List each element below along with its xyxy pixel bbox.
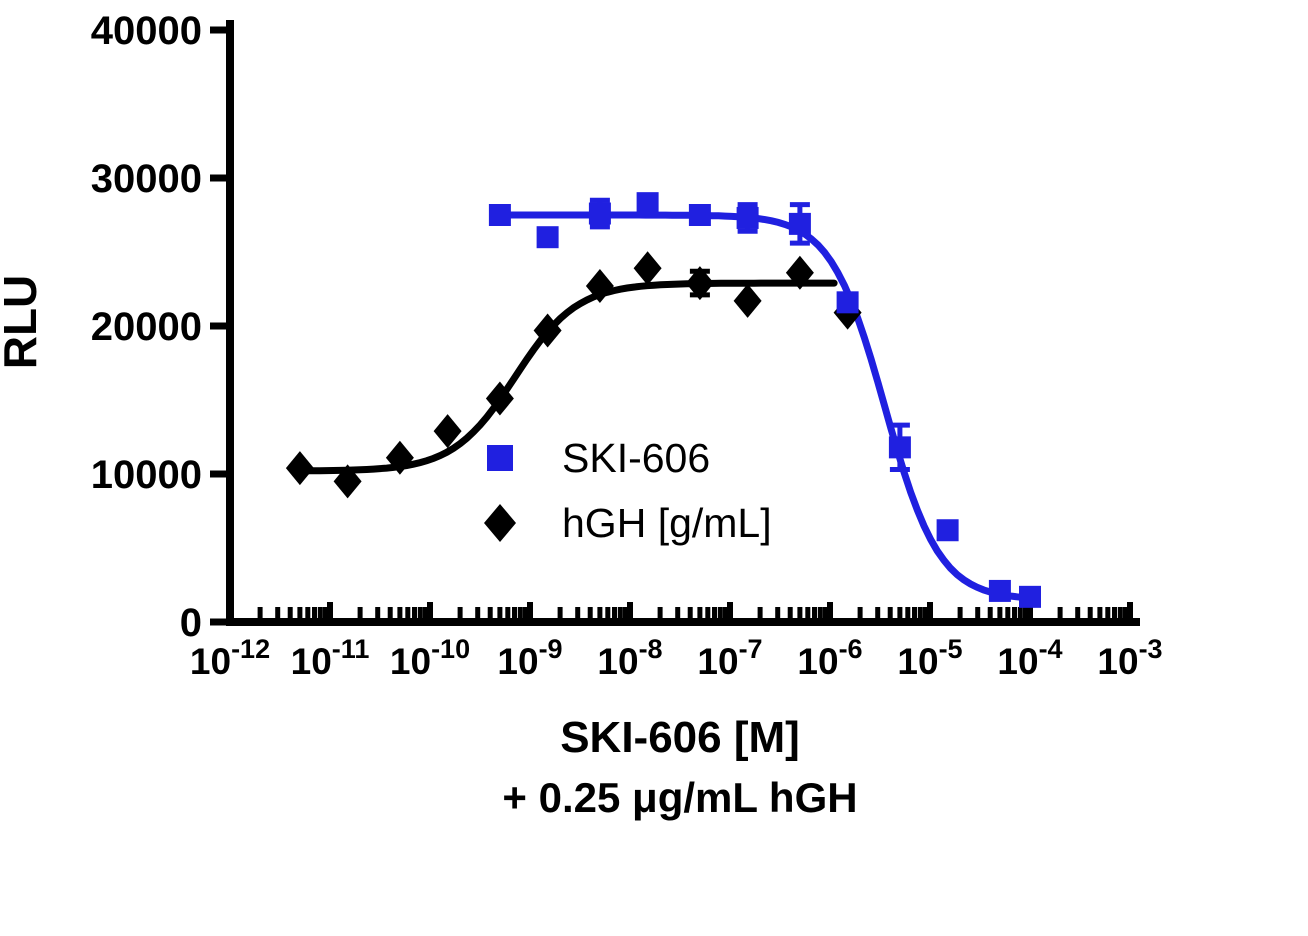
data-point [488, 204, 511, 226]
x-axis-subtitle: + 0.25 μg/mL hGH [502, 774, 857, 821]
x-tick-label: 10-5 [897, 634, 962, 682]
x-tick-label: 10-6 [797, 634, 862, 682]
x-tick-label: 10-11 [291, 634, 370, 682]
data-point [633, 251, 662, 286]
data-point [1019, 585, 1041, 608]
data-point [533, 313, 562, 348]
x-tick-label: 10-9 [497, 634, 562, 682]
legend-marker-square [487, 445, 513, 471]
x-tick-label: 10-7 [697, 634, 762, 682]
data-point [788, 212, 811, 235]
data-point [936, 519, 959, 542]
data-point [536, 226, 559, 249]
data-point [688, 204, 711, 226]
y-tick-label: 0 [180, 601, 202, 645]
data-point [836, 291, 859, 314]
data-point [333, 464, 362, 499]
x-tick-label: 10-4 [997, 634, 1062, 682]
data-point [988, 579, 1011, 602]
y-tick-label: 40000 [91, 9, 202, 53]
data-point [636, 192, 659, 215]
data-point [585, 269, 614, 304]
data-point [888, 436, 911, 459]
data-point [285, 451, 314, 486]
data-point [785, 255, 814, 290]
x-tick-label: 10-3 [1097, 634, 1162, 682]
y-tick-label: 30000 [91, 157, 202, 201]
data-point [433, 414, 462, 449]
fit-curve-ski-606 [496, 211, 1034, 602]
legend-label: SKI-606 [562, 435, 710, 481]
fit-curve-hgh-g-ml [296, 279, 838, 475]
x-tick-label: 10-12 [190, 634, 270, 682]
data-point [685, 266, 714, 301]
x-tick-label: 10-10 [390, 634, 470, 682]
y-tick-label: 10000 [91, 453, 202, 497]
data-point [588, 202, 611, 225]
data-point [736, 206, 759, 229]
y-tick-label: 20000 [91, 305, 202, 349]
data-point [485, 381, 514, 416]
x-tick-label: 10-8 [597, 634, 662, 682]
data-point [385, 440, 414, 475]
data-point [733, 283, 762, 318]
y-axis-title: RLU [0, 275, 46, 370]
legend-label: hGH [g/mL] [562, 500, 772, 546]
legend-marker-diamond [484, 504, 516, 542]
x-axis-title: SKI-606 [M] [560, 713, 800, 762]
